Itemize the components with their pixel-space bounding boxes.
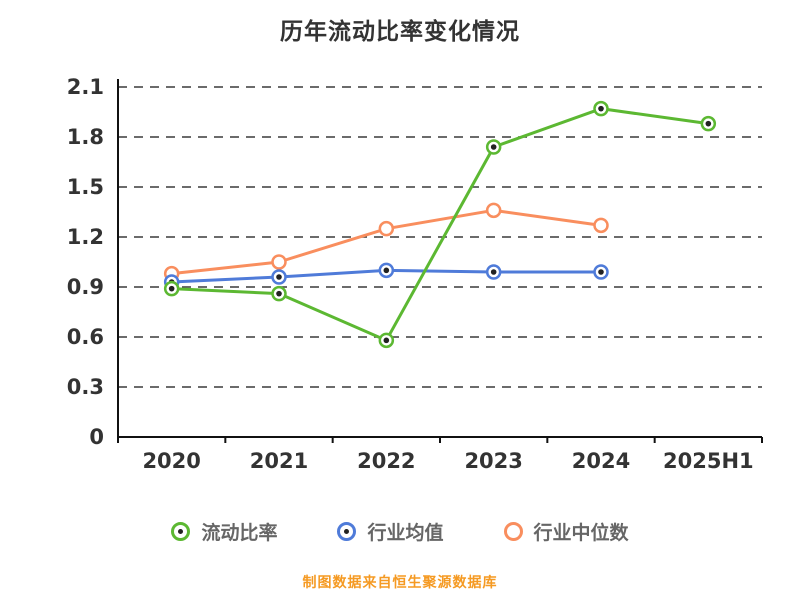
y-tick-label: 0 <box>89 425 104 449</box>
data-point-center-dot <box>276 290 282 297</box>
data-point-marker <box>485 202 502 219</box>
legend-marker-industry-mean <box>337 522 357 541</box>
data-point-center-dot <box>383 267 390 274</box>
data-point-center-dot <box>383 337 390 344</box>
data-point-center-dot <box>598 105 604 112</box>
data-point-center-dot <box>705 120 712 127</box>
y-tick-label: 2.1 <box>67 75 104 99</box>
legend-item-industry-mean: 行业均值 <box>337 518 444 545</box>
data-point-center-dot <box>490 144 497 150</box>
y-tick-label: 1.5 <box>67 175 104 199</box>
y-tick-label: 1.2 <box>67 225 104 249</box>
data-point-center-dot <box>490 269 497 275</box>
data-point-center-dot <box>276 274 282 280</box>
legend-marker-current-ratio <box>171 522 191 541</box>
y-tick-label: 0.6 <box>67 325 104 349</box>
chart-legend: 流动比率 行业均值 行业中位数 <box>0 518 800 545</box>
chart-title: 历年流动比率变化情况 <box>280 19 520 45</box>
x-tick-label: 2025H1 <box>663 449 754 473</box>
x-tick-label: 2024 <box>572 449 630 473</box>
data-point-center-dot <box>598 269 604 275</box>
legend-label-industry-median: 行业中位数 <box>533 522 629 544</box>
y-tick-label: 0.3 <box>67 375 104 399</box>
data-point-marker <box>271 254 287 270</box>
y-tick-label: 1.8 <box>67 125 104 149</box>
legend-label-current-ratio: 流动比率 <box>201 522 278 544</box>
legend-item-current-ratio: 流动比率 <box>171 518 277 545</box>
x-tick-label: 2021 <box>250 449 308 473</box>
data-point-center-dot <box>168 285 175 292</box>
x-tick-label: 2023 <box>464 449 522 473</box>
y-tick-label: 0.9 <box>67 275 104 299</box>
data-point-marker <box>593 217 609 234</box>
line-chart-canvas: 0 0.3 0.6 0.9 1.2 1.5 1.8 2.1 2020 2021 2022 2023 20… <box>67 75 763 473</box>
data-source-note: 制图数据来自恒生聚源数据库 <box>302 575 498 591</box>
x-tick-label: 2020 <box>142 449 200 473</box>
legend-marker-industry-median <box>503 522 523 541</box>
legend-label-industry-mean: 行业均值 <box>367 522 444 544</box>
legend-item-industry-median: 行业中位数 <box>503 518 629 545</box>
x-tick-label: 2022 <box>357 449 415 473</box>
series-line <box>170 107 710 342</box>
data-point-marker <box>378 220 395 237</box>
